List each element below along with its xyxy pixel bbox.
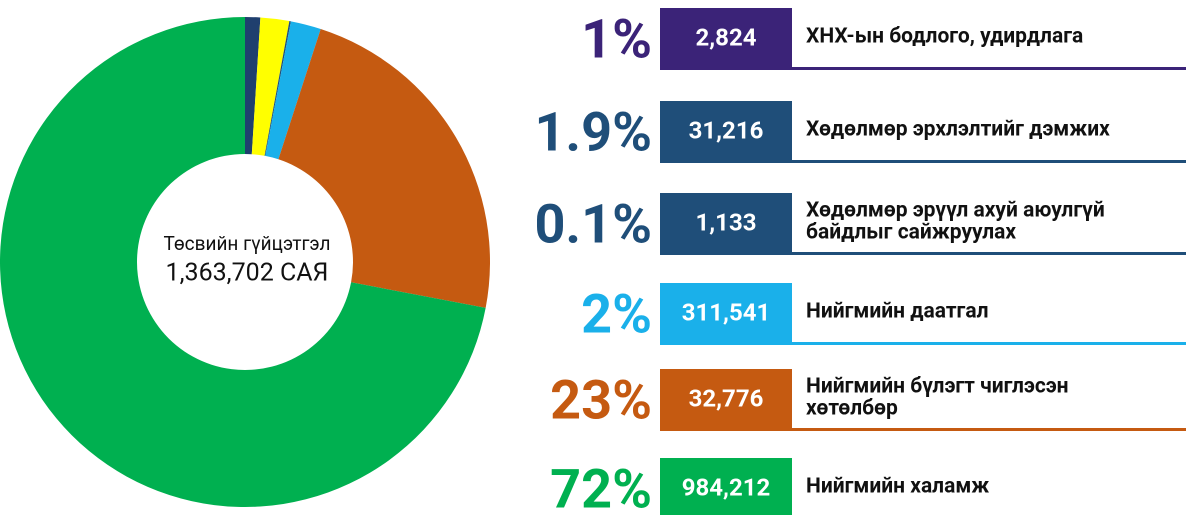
category-label: Нийгмийн халамж	[806, 475, 989, 499]
amount-label: 32,776	[689, 384, 764, 412]
donut-slice	[251, 17, 290, 156]
category-label: Хөдөлмөр эрхлэлтийг дэмжих	[806, 118, 1110, 142]
amount-box	[660, 8, 792, 70]
percent-label: 72%	[550, 458, 652, 515]
amount-box	[660, 458, 792, 515]
amount-label: 31,216	[689, 116, 764, 144]
percent-label: 1.9%	[534, 101, 652, 164]
amount-box	[660, 193, 792, 255]
category-label: Нийгмийн бүлэгт чиглэсэн	[806, 375, 1069, 399]
amount-box	[660, 101, 792, 163]
donut-slice	[265, 21, 321, 160]
percent-label: 1%	[581, 8, 652, 71]
center-value: 1,363,702 САЯ	[166, 259, 329, 288]
category-label: ХНХ-ын бодлого, удирдлага	[806, 25, 1083, 49]
amount-label: 1,133	[696, 208, 757, 236]
donut-slice	[0, 17, 486, 507]
amount-label: 984,212	[682, 473, 771, 501]
category-label: Нийгмийн даатгал	[806, 300, 989, 324]
category-label: хөтөлбөр	[806, 397, 898, 421]
donut-slice	[264, 21, 291, 156]
category-label: Хөдөлмөр эрүүл ахуй аюулгүй	[806, 199, 1105, 223]
percent-label: 2%	[581, 283, 652, 346]
amount-box	[660, 369, 792, 431]
amount-label: 311,541	[682, 298, 771, 326]
category-label: байдлыг сайжруулах	[806, 221, 1016, 245]
percent-label: 23%	[550, 369, 652, 432]
percent-label: 0.1%	[534, 193, 652, 256]
donut-slice	[278, 28, 490, 308]
amount-box	[660, 283, 792, 345]
amount-label: 2,824	[696, 23, 757, 51]
center-label: Төсвийн гүйцэтгэл	[163, 232, 330, 255]
donut-slice	[245, 17, 261, 155]
